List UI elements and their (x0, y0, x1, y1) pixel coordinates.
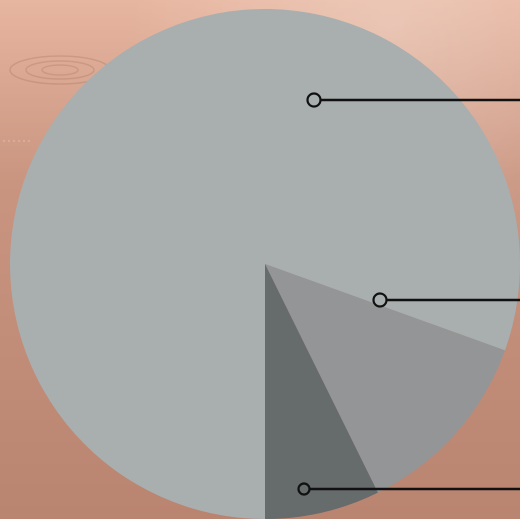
callout-marker-3 (297, 482, 311, 496)
callout-marker-1 (306, 92, 322, 108)
callout-marker-2 (372, 292, 388, 308)
pie-callouts (297, 92, 520, 496)
pie-slice-2 (265, 264, 505, 493)
pie-slices (9, 9, 520, 519)
pie-slice-3 (265, 264, 378, 519)
